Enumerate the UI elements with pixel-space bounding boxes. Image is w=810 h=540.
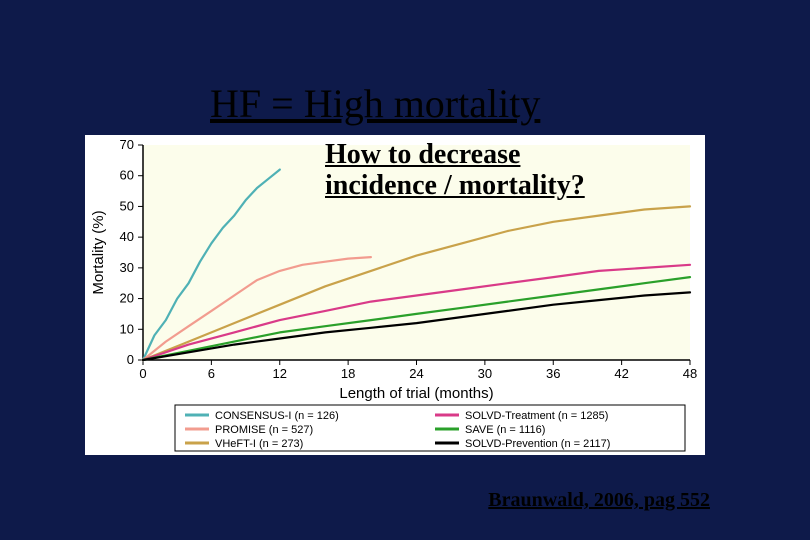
svg-text:24: 24 xyxy=(409,366,423,381)
question-line2: incidence / mortality? xyxy=(325,170,585,201)
svg-text:6: 6 xyxy=(208,366,215,381)
svg-text:20: 20 xyxy=(120,291,134,306)
slide-title: HF = High mortality xyxy=(210,80,540,127)
citation: Braunwald, 2006, pag 552 xyxy=(488,489,710,512)
svg-text:0: 0 xyxy=(127,352,134,367)
question-line1: How to decrease xyxy=(325,139,520,170)
question-overlay: How to decrease incidence / mortality? xyxy=(325,140,585,202)
svg-text:30: 30 xyxy=(478,366,492,381)
svg-text:SOLVD-Prevention (n = 2117): SOLVD-Prevention (n = 2117) xyxy=(465,438,610,450)
svg-text:18: 18 xyxy=(341,366,355,381)
svg-text:0: 0 xyxy=(139,366,146,381)
svg-text:SAVE (n = 1116): SAVE (n = 1116) xyxy=(465,424,545,436)
svg-text:12: 12 xyxy=(273,366,287,381)
svg-text:48: 48 xyxy=(683,366,697,381)
svg-text:Mortality (%): Mortality (%) xyxy=(90,210,107,294)
svg-text:VHeFT-I (n = 273): VHeFT-I (n = 273) xyxy=(215,438,303,450)
svg-text:70: 70 xyxy=(120,137,134,152)
svg-text:40: 40 xyxy=(120,229,134,244)
svg-text:PROMISE (n = 527): PROMISE (n = 527) xyxy=(215,424,313,436)
svg-text:60: 60 xyxy=(120,168,134,183)
svg-text:42: 42 xyxy=(614,366,628,381)
svg-text:50: 50 xyxy=(120,198,134,213)
svg-text:SOLVD-Treatment (n = 1285): SOLVD-Treatment (n = 1285) xyxy=(465,410,608,422)
svg-text:CONSENSUS-I (n = 126): CONSENSUS-I (n = 126) xyxy=(215,410,339,422)
svg-text:Length of trial (months): Length of trial (months) xyxy=(339,385,493,402)
svg-text:30: 30 xyxy=(120,260,134,275)
svg-text:10: 10 xyxy=(120,321,134,336)
svg-text:36: 36 xyxy=(546,366,560,381)
